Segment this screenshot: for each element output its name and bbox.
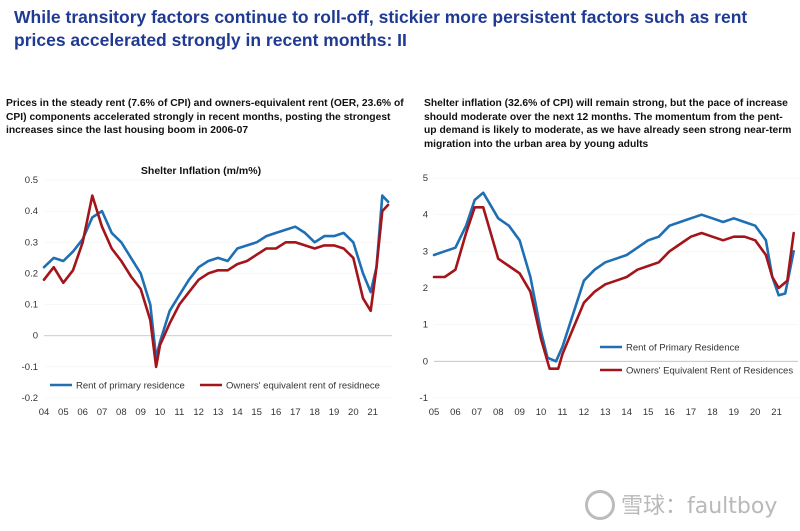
legend-label: Owners' equivalent rent of residnece (226, 381, 380, 392)
headline: While transitory factors continue to rol… (14, 7, 748, 50)
x-tick-label: 13 (213, 407, 224, 418)
right-panel-description: Shelter inflation (32.6% of CPI) will re… (424, 98, 792, 150)
x-tick-label: 09 (514, 407, 525, 418)
x-tick-label: 19 (728, 407, 739, 418)
x-tick-label: 05 (58, 407, 69, 418)
legend-label: Rent of Primary Residence (626, 343, 740, 354)
y-tick-label: 0.3 (25, 237, 38, 248)
x-tick-label: 17 (290, 407, 301, 418)
x-tick-label: 20 (348, 407, 359, 418)
x-tick-label: 08 (116, 407, 127, 418)
x-tick-label: 09 (135, 407, 146, 418)
x-tick-label: 10 (155, 407, 166, 418)
x-tick-label: 07 (97, 407, 108, 418)
x-tick-label: 12 (579, 407, 590, 418)
y-tick-label: 3 (423, 246, 428, 257)
y-tick-label: 0 (423, 356, 428, 367)
series-line-rent (42, 194, 390, 359)
x-tick-label: 16 (271, 407, 282, 418)
y-tick-label: 0 (33, 331, 38, 342)
y-tick-label: 0.1 (25, 300, 38, 311)
x-tick-label: 19 (329, 407, 340, 418)
legend-label: Owners' Equivalent Rent of Residences (626, 366, 793, 377)
series-line-oer (42, 194, 390, 369)
x-tick-label: 11 (558, 407, 568, 418)
x-tick-label: 18 (309, 407, 320, 418)
x-tick-label: 06 (450, 407, 461, 418)
y-tick-label: 4 (423, 210, 428, 221)
x-tick-label: 12 (193, 407, 204, 418)
x-tick-label: 08 (493, 407, 504, 418)
x-tick-label: 04 (39, 407, 50, 418)
snowball-logo-icon (585, 490, 615, 520)
y-tick-label: 5 (423, 173, 428, 184)
series-line-rent (432, 191, 796, 363)
y-tick-label: -1 (420, 393, 428, 404)
watermark-text: 雪球：faultboy (621, 494, 778, 519)
legend-label: Rent of primary residence (76, 381, 185, 392)
y-tick-label: -0.1 (22, 362, 38, 373)
x-tick-label: 15 (643, 407, 654, 418)
y-tick-label: 0.5 (25, 175, 38, 186)
x-tick-label: 11 (174, 407, 184, 418)
y-tick-label: 0.2 (25, 268, 38, 279)
x-tick-label: 06 (77, 407, 88, 418)
x-tick-label: 17 (686, 407, 697, 418)
x-tick-label: 21 (367, 407, 378, 418)
x-tick-label: 20 (750, 407, 761, 418)
watermark: 雪球：faultboy (585, 488, 777, 522)
x-tick-label: 05 (429, 407, 440, 418)
x-tick-label: 18 (707, 407, 718, 418)
chart-title: Shelter Inflation (m/m%) (141, 165, 261, 177)
x-tick-label: 14 (621, 407, 632, 418)
y-tick-label: 1 (423, 320, 428, 331)
y-tick-label: 2 (423, 283, 428, 294)
y-tick-label: 0.4 (25, 206, 38, 217)
x-tick-label: 14 (232, 407, 243, 418)
x-tick-label: 21 (771, 407, 782, 418)
left-panel-description: Prices in the steady rent (7.6% of CPI) … (6, 98, 404, 136)
x-tick-label: 07 (472, 407, 483, 418)
x-tick-label: 16 (664, 407, 675, 418)
shelter-inflation-chart: Shelter Inflation (m/m%) -0.2 -0.1 0 0.1 0.2… (22, 165, 392, 418)
x-tick-label: 15 (251, 407, 262, 418)
y-tick-label: -0.2 (22, 393, 38, 404)
x-tick-label: 10 (536, 407, 547, 418)
x-tick-label: 13 (600, 407, 611, 418)
series-line-oer (432, 206, 796, 371)
